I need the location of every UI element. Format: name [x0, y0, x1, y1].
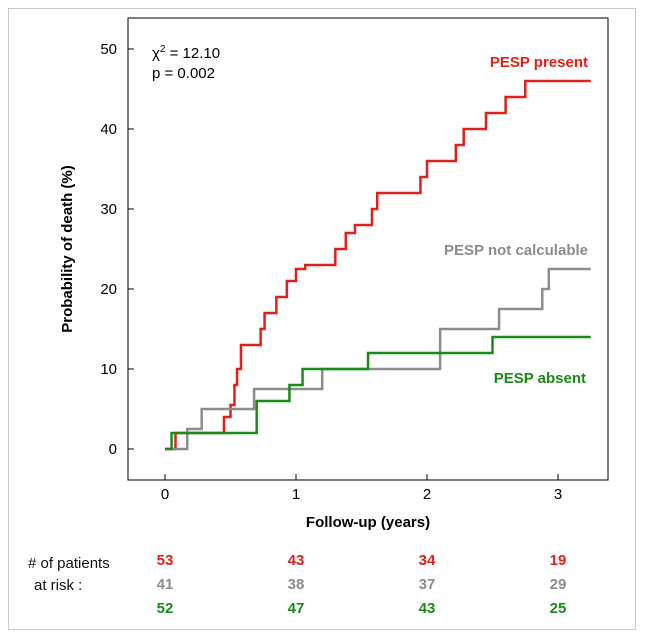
at-risk-value: 19	[549, 552, 567, 569]
x-axis: 0 1 2 3	[161, 474, 562, 503]
at-risk-value: 47	[287, 600, 305, 617]
y-tick-label: 40	[100, 121, 117, 138]
series-lines	[165, 79, 591, 451]
at-risk-label-line2: at risk :	[34, 577, 83, 594]
x-tick-label: 0	[161, 486, 169, 503]
y-tick-label: 10	[100, 361, 117, 378]
series-label-pesp-not-calculable: PESP not calculable	[444, 242, 588, 259]
at-risk-value: 25	[549, 600, 567, 617]
at-risk-value: 53	[156, 552, 174, 569]
y-tick-label: 30	[100, 201, 117, 218]
y-tick-label: 0	[109, 441, 117, 458]
x-axis-label: Follow-up (years)	[306, 514, 430, 531]
series-line-pesp-present	[165, 79, 591, 451]
at-risk-value: 52	[156, 600, 174, 617]
plot-area-border	[127, 17, 609, 481]
x-tick-label: 1	[292, 486, 300, 503]
figure-frame	[8, 8, 636, 630]
series-line-pesp-absent	[165, 335, 591, 451]
at-risk-value: 37	[418, 576, 436, 593]
p-value-annotation: p = 0.002	[152, 65, 215, 82]
at-risk-value: 41	[156, 576, 174, 593]
chi-square-annotation: χ2 = 12.10	[152, 44, 220, 62]
y-tick-label: 50	[100, 41, 117, 58]
at-risk-value: 43	[287, 552, 305, 569]
series-line-pesp-not-calculable	[165, 267, 591, 451]
x-tick-label: 3	[554, 486, 562, 503]
at-risk-label-line1: # of patients	[28, 555, 110, 572]
series-label-pesp-present: PESP present	[490, 54, 588, 71]
y-axis: 0 10 20 30 40 50	[100, 41, 134, 458]
y-axis-label: Probability of death (%)	[59, 165, 76, 333]
series-label-pesp-absent: PESP absent	[494, 370, 586, 387]
at-risk-value: 34	[418, 552, 436, 569]
at-risk-value: 43	[418, 600, 436, 617]
y-tick-label: 20	[100, 281, 117, 298]
at-risk-value: 29	[549, 576, 567, 593]
at-risk-value: 38	[287, 576, 305, 593]
x-tick-label: 2	[423, 486, 431, 503]
